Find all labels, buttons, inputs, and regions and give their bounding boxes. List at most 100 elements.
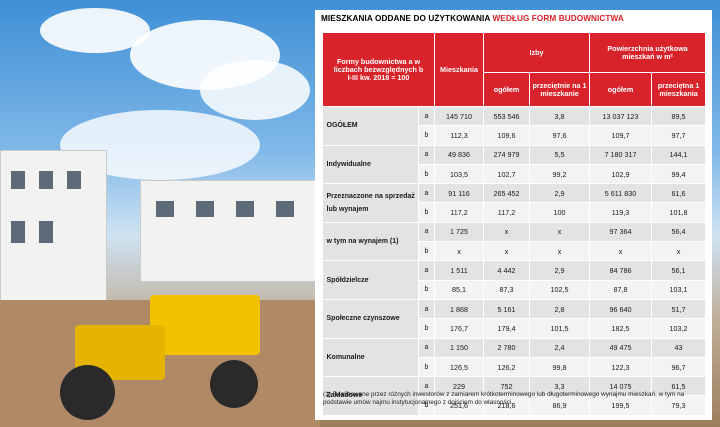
row-label-b: b <box>418 318 436 339</box>
cell: 145 710 <box>434 106 485 127</box>
cell: 43 <box>651 338 707 358</box>
header-pow: Powierzchnia użytkowa mieszkań w m² <box>589 32 707 73</box>
cell: 89,5 <box>651 106 707 127</box>
table-row: b 85,1 87,3 102,5 87,8 103,1 <box>323 280 707 300</box>
row-name: Komunalne <box>322 338 419 378</box>
cell: 126,2 <box>483 357 531 378</box>
cell: 3,8 <box>529 106 591 127</box>
cell: 102,9 <box>589 164 653 185</box>
row-label-b: b <box>418 241 436 262</box>
cell: 1 725 <box>434 222 485 243</box>
cell: 56,1 <box>651 260 707 281</box>
header-izby-przecietnie: przeciętnie na 1 mieszkanie <box>529 72 591 107</box>
table-row: b 126,5 126,2 99,8 122,3 96,7 <box>323 357 707 378</box>
cell: 3,3 <box>529 376 591 397</box>
cell: 49 836 <box>434 145 485 165</box>
cell: x <box>529 222 591 243</box>
table-row: b 103,5 102,7 99,2 102,9 99,4 <box>323 164 707 185</box>
row-name: w tym na wynajem (1) <box>322 222 419 262</box>
cell: 117,2 <box>483 202 531 223</box>
cell: 117,2 <box>434 202 485 223</box>
dumper-truck <box>60 270 260 420</box>
cell: 56,4 <box>651 222 707 243</box>
cell: 103,5 <box>434 164 485 185</box>
header-forms: Formy budownictwa a w liczbach bezwzględ… <box>321 32 436 107</box>
cell: 61,5 <box>651 376 707 397</box>
cell: 87,8 <box>589 280 653 300</box>
cell: 265 452 <box>483 183 531 204</box>
cell: 91 116 <box>434 183 485 204</box>
cell: 2,8 <box>529 299 591 320</box>
cell: x <box>651 241 707 262</box>
cell: 1 150 <box>434 338 485 358</box>
row-label-b: b <box>418 357 436 378</box>
cell: x <box>483 222 531 243</box>
cell: 2,9 <box>529 183 591 204</box>
row-label-b: b <box>418 395 436 416</box>
cell: 103,1 <box>651 280 707 300</box>
cell: 96,7 <box>651 357 707 378</box>
statistics-panel: MIESZKANIA ODDANE DO UŻYTKOWANIA WEDŁUG … <box>315 10 712 420</box>
cell: 122,3 <box>589 357 653 378</box>
cell: 86,9 <box>529 395 591 416</box>
cell: 97,6 <box>529 125 591 146</box>
building <box>0 150 107 302</box>
row-name: Społeczne czynszowe <box>322 299 419 339</box>
table-row: b x x x x x <box>323 241 707 262</box>
row-name: Indywidualne <box>322 145 419 185</box>
cell: 1 511 <box>434 260 485 281</box>
title-red: WEDŁUG FORM BUDOWNICTWA <box>492 14 624 23</box>
row-label-b: b <box>418 280 436 300</box>
cell: 126,5 <box>434 357 485 378</box>
cell: 49 475 <box>589 338 653 358</box>
cell: 274 979 <box>483 145 531 165</box>
cell: 199,5 <box>589 395 653 416</box>
table-row: Przeznaczone na sprzedaż lub wynajem a 9… <box>322 183 707 223</box>
cell: 2,9 <box>529 260 591 281</box>
cell: 5 611 830 <box>589 183 653 204</box>
cell: 182,5 <box>589 318 653 339</box>
row-label-a: a <box>418 183 436 204</box>
cell: 14 075 <box>589 376 653 397</box>
cell: 752 <box>483 376 531 397</box>
header-pow-ogolem: ogółem <box>589 72 653 107</box>
cell: 13 037 123 <box>589 106 653 127</box>
cell: 2 780 <box>483 338 531 358</box>
cell: 102,5 <box>529 280 591 300</box>
cell: 553 546 <box>483 106 531 127</box>
cell: 7 180 317 <box>589 145 653 165</box>
table-row: w tym na wynajem (1) a 1 725 x x 97 364 … <box>322 222 707 262</box>
table-row: b 251,6 218,6 86,9 199,5 79,3 <box>323 395 707 416</box>
row-label-a: a <box>418 222 436 243</box>
table-row: Komunalne a 1 150 2 780 2,4 49 475 43 <box>322 338 707 378</box>
cell: 97 364 <box>589 222 653 243</box>
cell: 79,3 <box>651 395 707 416</box>
cell: 112,3 <box>434 125 485 146</box>
row-label-a: a <box>418 376 436 397</box>
header-izby-ogolem: ogółem <box>483 72 531 107</box>
cell: 102,7 <box>483 164 531 185</box>
cell: 99,4 <box>651 164 707 185</box>
cell: 61,6 <box>651 183 707 204</box>
row-name: Zakładowe <box>322 376 419 416</box>
header-mieszkania: Mieszkania <box>434 32 485 107</box>
cell: x <box>529 241 591 262</box>
cell: 51,7 <box>651 299 707 320</box>
cloud <box>200 60 310 120</box>
cell: x <box>589 241 653 262</box>
cell: 5,5 <box>529 145 591 165</box>
cell: 251,6 <box>434 395 485 416</box>
row-name: Spółdzielcze <box>322 260 419 300</box>
cell: 99,8 <box>529 357 591 378</box>
cell: 4 442 <box>483 260 531 281</box>
cell: 229 <box>434 376 485 397</box>
table-row: b 112,3 109,6 97,6 109,7 97,7 <box>323 125 707 146</box>
cell: 119,3 <box>589 202 653 223</box>
cell: 100 <box>529 202 591 223</box>
cell: 101,8 <box>651 202 707 223</box>
cell: 97,7 <box>651 125 707 146</box>
cell: x <box>483 241 531 262</box>
table-row: Spółdzielcze a 1 511 4 442 2,9 84 786 56… <box>322 260 707 300</box>
cell: 109,7 <box>589 125 653 146</box>
cell: 87,3 <box>483 280 531 300</box>
